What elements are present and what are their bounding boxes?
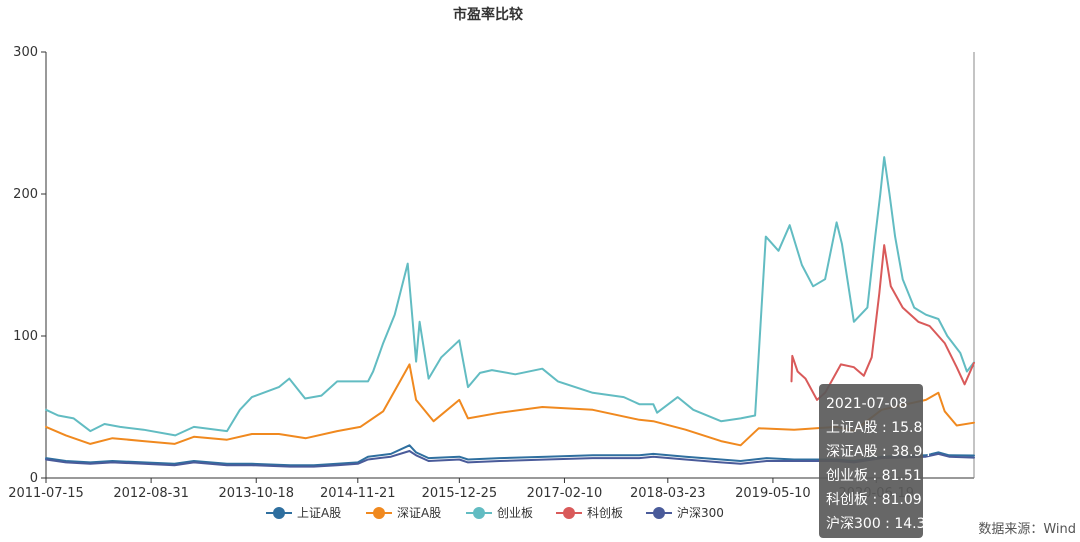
x-ticks: 2011-07-15 2012-08-31 2013-10-18 2014-11-21… — [8, 478, 914, 501]
tooltip-line-star: 科创板 : 81.09 — [826, 492, 922, 508]
legend-label-1: 深证A股 — [397, 506, 441, 520]
x-tick-label-0: 2011-07-15 — [8, 486, 84, 501]
tooltip-box — [819, 384, 923, 538]
legend-label-0: 上证A股 — [297, 506, 341, 520]
x-tick-label-2: 2013-10-18 — [218, 486, 294, 501]
legend-marker-1 — [373, 507, 385, 519]
x-tick-label-4: 2015-12-25 — [422, 486, 498, 501]
legend-item-e5889be4b89ae69dbf[interactable]: 创业板 — [466, 506, 533, 520]
tooltip-line-chinext: 创业板 : 81.51 — [826, 468, 922, 484]
y-tick-label-2: 200 — [13, 187, 38, 202]
x-tick-label-5: 2017-02-10 — [527, 486, 603, 501]
legend-item-e6b7b1e8af81ae882a1[interactable]: 深证A股 — [366, 506, 441, 520]
legend-item-e4b88ae8af81ae882a1[interactable]: 上证A股 — [266, 506, 341, 520]
series-line-e7a791e5889be69dbf — [790, 244, 975, 401]
legend-marker-2 — [473, 507, 485, 519]
series-line-e5889be4b89ae69dbf — [45, 156, 975, 437]
x-tick-label-7: 2019-05-10 — [735, 486, 811, 501]
legend-label-4: 沪深300 — [677, 506, 724, 520]
tooltip-line-csi300: 沪深300 : 14.39 — [826, 516, 934, 532]
chart-title: 市盈率比较 — [453, 6, 523, 23]
legend-item-e7a791e5889be69dbf[interactable]: 科创板 — [556, 506, 623, 520]
legend: 上证A股 深证A股 创业板 科创板 沪深300 — [266, 506, 724, 520]
legend-marker-0 — [273, 507, 285, 519]
tooltip-date: 2021-07-08 — [826, 396, 907, 412]
y-tick-label-1: 100 — [13, 329, 38, 344]
x-tick-label-3: 2014-11-21 — [320, 486, 396, 501]
y-tick-label-3: 300 — [13, 45, 38, 60]
x-tick-label-1: 2012-08-31 — [113, 486, 189, 501]
legend-marker-3 — [563, 507, 575, 519]
tooltip-line-sse: 上证A股 : 15.84 — [826, 420, 931, 436]
tooltip-line-szse: 深证A股 : 38.94 — [826, 444, 931, 460]
y-tick-label-0: 0 — [30, 471, 38, 486]
y-ticks: 0 100 200 300 — [13, 45, 46, 486]
legend-label-3: 科创板 — [587, 506, 623, 520]
tooltip: 2021-07-08 上证A股 : 15.84 深证A股 : 38.94 创业板… — [819, 384, 934, 538]
legend-item-e6b2aae6b7b1300[interactable]: 沪深300 — [646, 506, 724, 520]
legend-marker-4 — [653, 507, 665, 519]
data-source-note: 数据来源：Wind — [978, 522, 1076, 537]
legend-label-2: 创业板 — [497, 506, 533, 520]
x-tick-label-6: 2018-03-23 — [630, 486, 706, 501]
